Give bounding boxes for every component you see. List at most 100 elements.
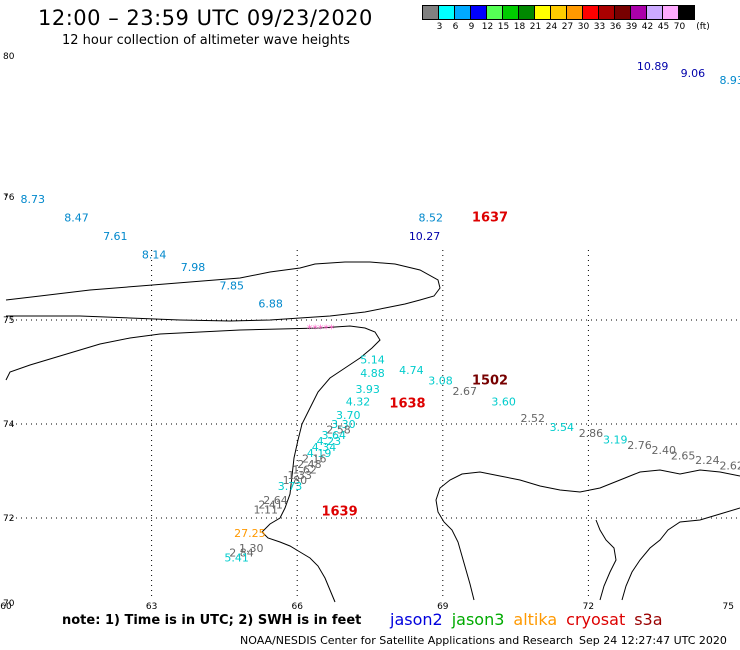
credit-line: NOAA/NESDIS Center for Satellite Applica… bbox=[240, 634, 574, 647]
wave-height-observations: 10.899.068.9378.738.477.618.147.987.856.… bbox=[21, 60, 740, 564]
wave-height-value: 8.52 bbox=[419, 212, 444, 225]
wave-height-color-legend: 3 6 9 12 15 18 21 24 27 30 33 36 39 42 45 70 (ft) bbox=[422, 5, 710, 34]
wave-height-value: 4.74 bbox=[399, 364, 424, 377]
legend-label: 3 bbox=[436, 22, 443, 32]
wave-height-value: 2.62 bbox=[719, 460, 740, 473]
legend-label: 9 bbox=[468, 22, 475, 32]
legend-label: 15 bbox=[497, 22, 510, 32]
coastline bbox=[5, 194, 740, 603]
wave-height-value: 3.60 bbox=[491, 395, 516, 408]
latitude-label: 70 bbox=[3, 599, 15, 609]
legend-label: 30 bbox=[577, 22, 590, 32]
orbit-number: 1638 bbox=[389, 396, 425, 411]
wave-height-value: 8.14 bbox=[142, 249, 167, 262]
legend-label: 21 bbox=[529, 22, 542, 32]
legend-label: 33 bbox=[593, 22, 606, 32]
satellite-jason2: jason2 bbox=[390, 610, 443, 629]
wave-height-value: 5.41 bbox=[224, 551, 249, 564]
longitude-label: 66 bbox=[291, 602, 303, 612]
longitude-label: 69 bbox=[437, 602, 449, 612]
gydan-coast bbox=[595, 507, 740, 601]
legend-label: 36 bbox=[609, 22, 622, 32]
legend-label: 45 bbox=[657, 22, 670, 32]
wave-height-value: 4.23 bbox=[317, 435, 342, 448]
latitude-label: 76 bbox=[3, 193, 15, 203]
wave-height-value: 3.30 bbox=[331, 418, 356, 431]
wave-height-value: 2.48 bbox=[297, 458, 322, 471]
wave-height-value: 2.24 bbox=[695, 454, 720, 467]
satellite-cryosat: cryosat bbox=[566, 610, 626, 629]
wave-height-value: 3.08 bbox=[428, 374, 453, 387]
wave-height-value: 8.73 bbox=[21, 193, 45, 206]
wave-height-value: ***** bbox=[307, 322, 335, 335]
wave-height-value: 10.89 bbox=[637, 60, 669, 73]
wave-height-value: 7.98 bbox=[181, 261, 206, 274]
legend-unit: (ft) bbox=[696, 22, 710, 32]
satellite-s3a: s3a bbox=[634, 610, 663, 629]
satellite-jason3: jason3 bbox=[451, 610, 505, 629]
orbit-number: 1639 bbox=[321, 505, 357, 520]
orbit-number: 1637 bbox=[472, 211, 508, 226]
legend-swatch-row bbox=[422, 5, 695, 20]
latitude-label: 74 bbox=[3, 420, 15, 430]
legend-label: 18 bbox=[513, 22, 526, 32]
wave-height-value: 5.14 bbox=[360, 354, 385, 367]
wave-height-value: 1.30 bbox=[239, 542, 264, 555]
wave-height-value: 3.70 bbox=[336, 409, 361, 422]
wave-height-value: 1.80 bbox=[283, 474, 308, 487]
wave-height-value: 27.25 bbox=[234, 527, 266, 540]
novaya-zemlya-coast bbox=[5, 194, 441, 322]
wave-height-value: 3.93 bbox=[355, 383, 380, 396]
wave-height-value: 8.93 bbox=[719, 74, 740, 87]
novaya-zemlya-south-coast bbox=[5, 325, 381, 603]
wave-height-value: 4.34 bbox=[312, 441, 337, 454]
wave-height-value: 2.65 bbox=[671, 449, 696, 462]
wave-height-value: 3.19 bbox=[603, 434, 628, 447]
wave-height-value: 2.58 bbox=[326, 423, 351, 436]
wave-height-value: 7.61 bbox=[103, 230, 128, 243]
longitude-label: 60 bbox=[0, 602, 12, 612]
legend-label: 27 bbox=[561, 22, 574, 32]
wave-height-value: 1.11 bbox=[254, 503, 279, 516]
wave-height-value: 2.16 bbox=[302, 453, 327, 466]
wave-height-value: 2.76 bbox=[627, 439, 652, 452]
legend-label: 12 bbox=[481, 22, 494, 32]
legend-label: 70 bbox=[673, 22, 686, 32]
legend-swatch bbox=[678, 5, 695, 20]
legend-label: 42 bbox=[641, 22, 654, 32]
units-note: note: 1) Time is in UTC; 2) SWH is in fe… bbox=[62, 613, 362, 628]
wave-height-value: 4.88 bbox=[360, 367, 385, 380]
map-title: 12:00 – 23:59 UTC 09/23/2020 bbox=[38, 6, 373, 30]
wave-height-value: 7.85 bbox=[220, 279, 245, 292]
latitude-label: 72 bbox=[3, 514, 14, 524]
orbit-number: 1502 bbox=[472, 373, 508, 388]
legend-label: 24 bbox=[545, 22, 558, 32]
wave-height-value: 2.52 bbox=[520, 412, 545, 425]
longitude-label: 72 bbox=[583, 602, 594, 612]
satellite-altika: altika bbox=[513, 610, 558, 629]
longitude-label: 63 bbox=[146, 602, 157, 612]
wave-height-value: 2.86 bbox=[579, 427, 604, 440]
legend-label: 39 bbox=[625, 22, 638, 32]
latitude-label: 80 bbox=[3, 52, 15, 62]
wave-height-value: 9.06 bbox=[681, 67, 706, 80]
wave-height-value: 6.88 bbox=[258, 298, 283, 311]
wave-height-value: 3.64 bbox=[321, 429, 346, 442]
graticule bbox=[6, 250, 740, 600]
wave-height-value: 3.54 bbox=[550, 421, 575, 434]
wave-height-value: 8.47 bbox=[64, 212, 89, 225]
wave-height-value: 1.62 bbox=[292, 463, 317, 476]
wave-height-value: 2.40 bbox=[651, 444, 676, 457]
generated-timestamp: Sep 24 12:27:47 UTC 2020 bbox=[579, 634, 727, 647]
legend-label-row: 3 6 9 12 15 18 21 24 27 30 33 36 39 42 45 70 (ft) bbox=[422, 20, 710, 34]
wave-height-value: 2.41 bbox=[258, 499, 283, 512]
wave-height-value: 2.64 bbox=[263, 494, 288, 507]
wave-height-value: 2.84 bbox=[229, 546, 254, 559]
map-subtitle: 12 hour collection of altimeter wave hei… bbox=[62, 33, 350, 48]
latitude-label: 75 bbox=[3, 316, 14, 326]
wave-height-value: 10.27 bbox=[409, 230, 441, 243]
wave-height-value: 3.73 bbox=[278, 480, 303, 493]
longitude-label: 75 bbox=[723, 602, 734, 612]
